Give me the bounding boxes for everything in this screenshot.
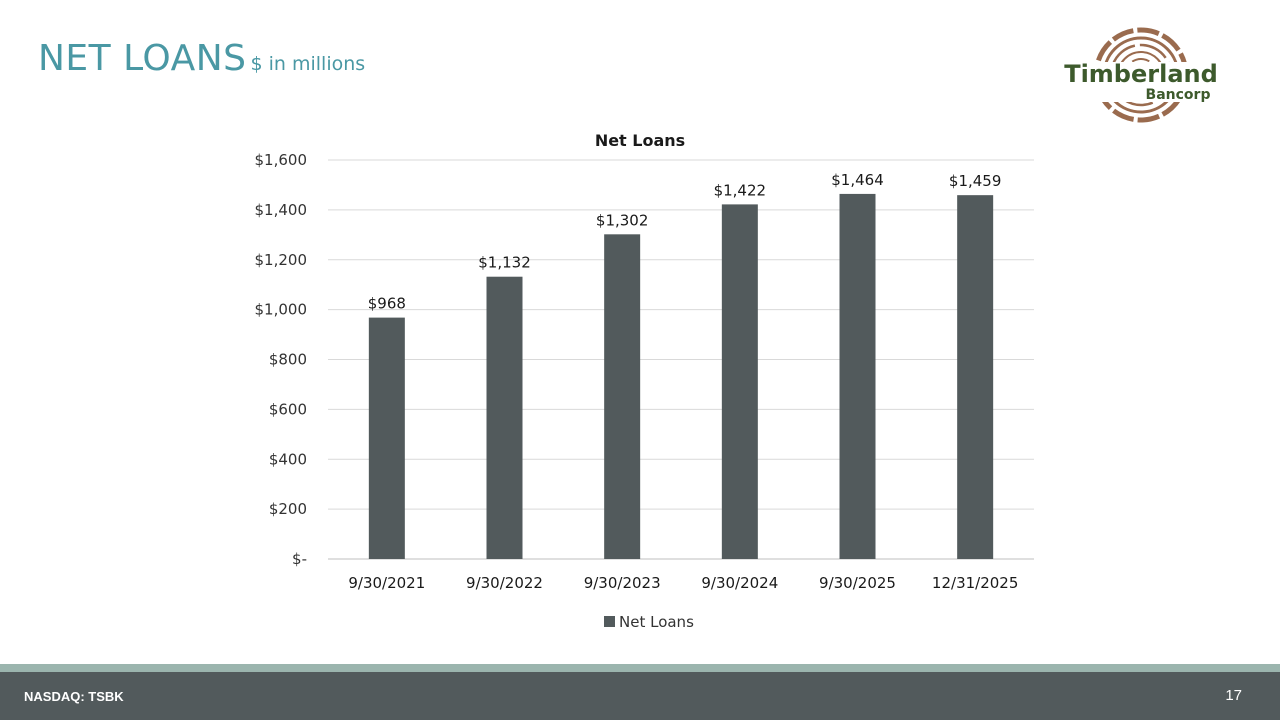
bar — [486, 276, 523, 559]
y-tick-label: $1,400 — [255, 201, 308, 219]
legend-swatch — [604, 616, 615, 627]
x-tick-label: 9/30/2024 — [701, 574, 778, 592]
legend: Net Loans — [604, 613, 694, 631]
data-labels: $968 $1,132 $1,302 $1,422 $1,464 $1,459 — [368, 171, 1002, 313]
y-tick-label: $- — [292, 550, 307, 568]
ticker-label: NASDAQ: TSBK — [24, 689, 124, 704]
chart-title: Net Loans — [595, 131, 685, 150]
bar — [721, 204, 758, 560]
bars — [368, 193, 994, 560]
legend-label: Net Loans — [619, 613, 694, 631]
x-tick-label: 9/30/2021 — [348, 574, 425, 592]
x-tick-label: 9/30/2025 — [819, 574, 896, 592]
logo-name: Timberland — [1064, 60, 1218, 88]
footer-bar: NASDAQ: TSBK 17 — [0, 672, 1280, 720]
y-tick-label: $1,200 — [255, 251, 308, 269]
data-label: $1,422 — [714, 181, 767, 199]
data-label: $1,132 — [478, 254, 531, 272]
page-title-main: NET LOANS — [38, 38, 247, 79]
bar — [839, 193, 876, 560]
x-tick-label: 9/30/2022 — [466, 574, 543, 592]
page-number: 17 — [1225, 687, 1242, 704]
y-tick-label: $200 — [269, 500, 307, 518]
page-title: NET LOANS $ in millions — [38, 38, 365, 79]
y-tick-label: $1,600 — [255, 151, 308, 169]
timberland-bancorp-logo: Timberland Bancorp — [1058, 27, 1224, 123]
y-axis-ticks: $- $200 $400 $600 $800 $1,000 $1,200 $1,400 $1,6… — [255, 151, 308, 568]
y-tick-label: $400 — [269, 450, 307, 468]
y-tick-label: $800 — [269, 351, 307, 369]
x-tick-label: 12/31/2025 — [932, 574, 1018, 592]
y-tick-label: $600 — [269, 400, 307, 418]
footer-stripe — [0, 664, 1280, 672]
bar — [957, 195, 994, 560]
x-tick-label: 9/30/2023 — [584, 574, 661, 592]
bar — [368, 317, 405, 559]
page-title-unit: $ in millions — [250, 53, 366, 75]
data-label: $1,459 — [949, 172, 1002, 190]
data-label: $968 — [368, 295, 406, 313]
gridlines — [328, 159, 1034, 560]
logo-sub: Bancorp — [1146, 87, 1211, 103]
x-axis-ticks: 9/30/2021 9/30/2022 9/30/2023 9/30/2024 9/30… — [348, 574, 1018, 592]
y-tick-label: $1,000 — [255, 301, 308, 319]
bar — [604, 234, 641, 559]
data-label: $1,302 — [596, 211, 649, 229]
data-label: $1,464 — [831, 171, 884, 189]
